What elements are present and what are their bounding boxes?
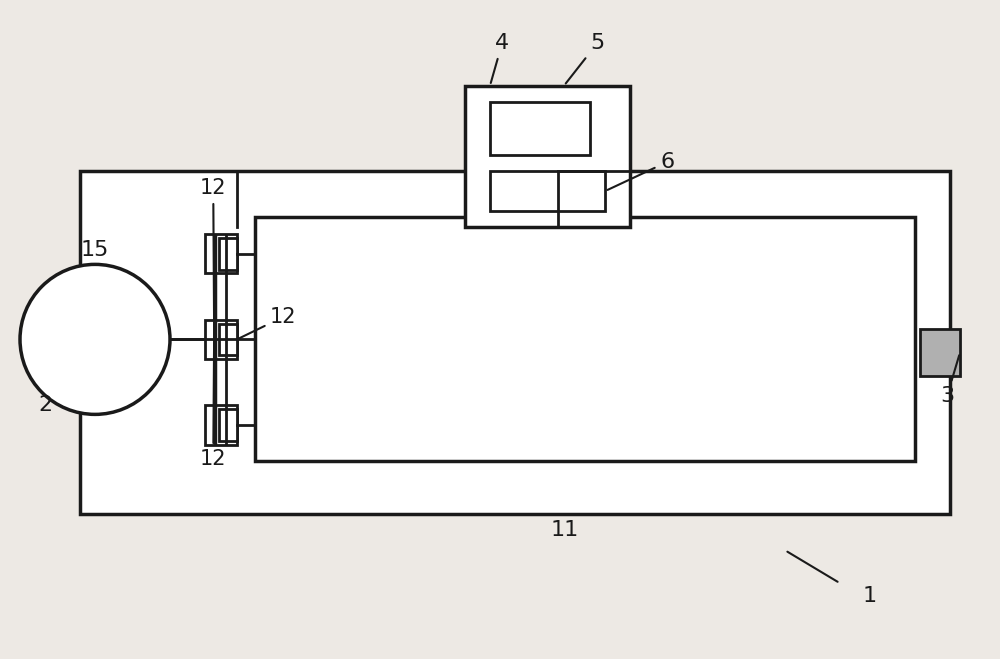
Bar [205,320,237,359]
Text: 12: 12 [240,307,296,338]
Bar [490,102,590,155]
Text: 15: 15 [81,241,109,260]
Bar [490,171,605,211]
Bar [205,234,237,273]
Bar [255,217,915,461]
Text: 3: 3 [940,355,959,406]
Bar [219,409,237,441]
Text: 12: 12 [200,276,226,469]
Bar [80,171,950,514]
Bar [205,405,237,445]
Text: 6: 6 [608,152,674,190]
Text: 11: 11 [551,521,579,540]
Bar [219,324,237,355]
Text: 4: 4 [491,34,509,83]
Bar [219,238,237,270]
Bar [920,329,960,376]
Text: 12: 12 [200,179,226,403]
Text: 2: 2 [38,395,52,415]
Text: 1: 1 [863,587,877,606]
Text: 5: 5 [566,34,604,84]
Circle shape [20,264,170,415]
Bar [465,86,630,227]
